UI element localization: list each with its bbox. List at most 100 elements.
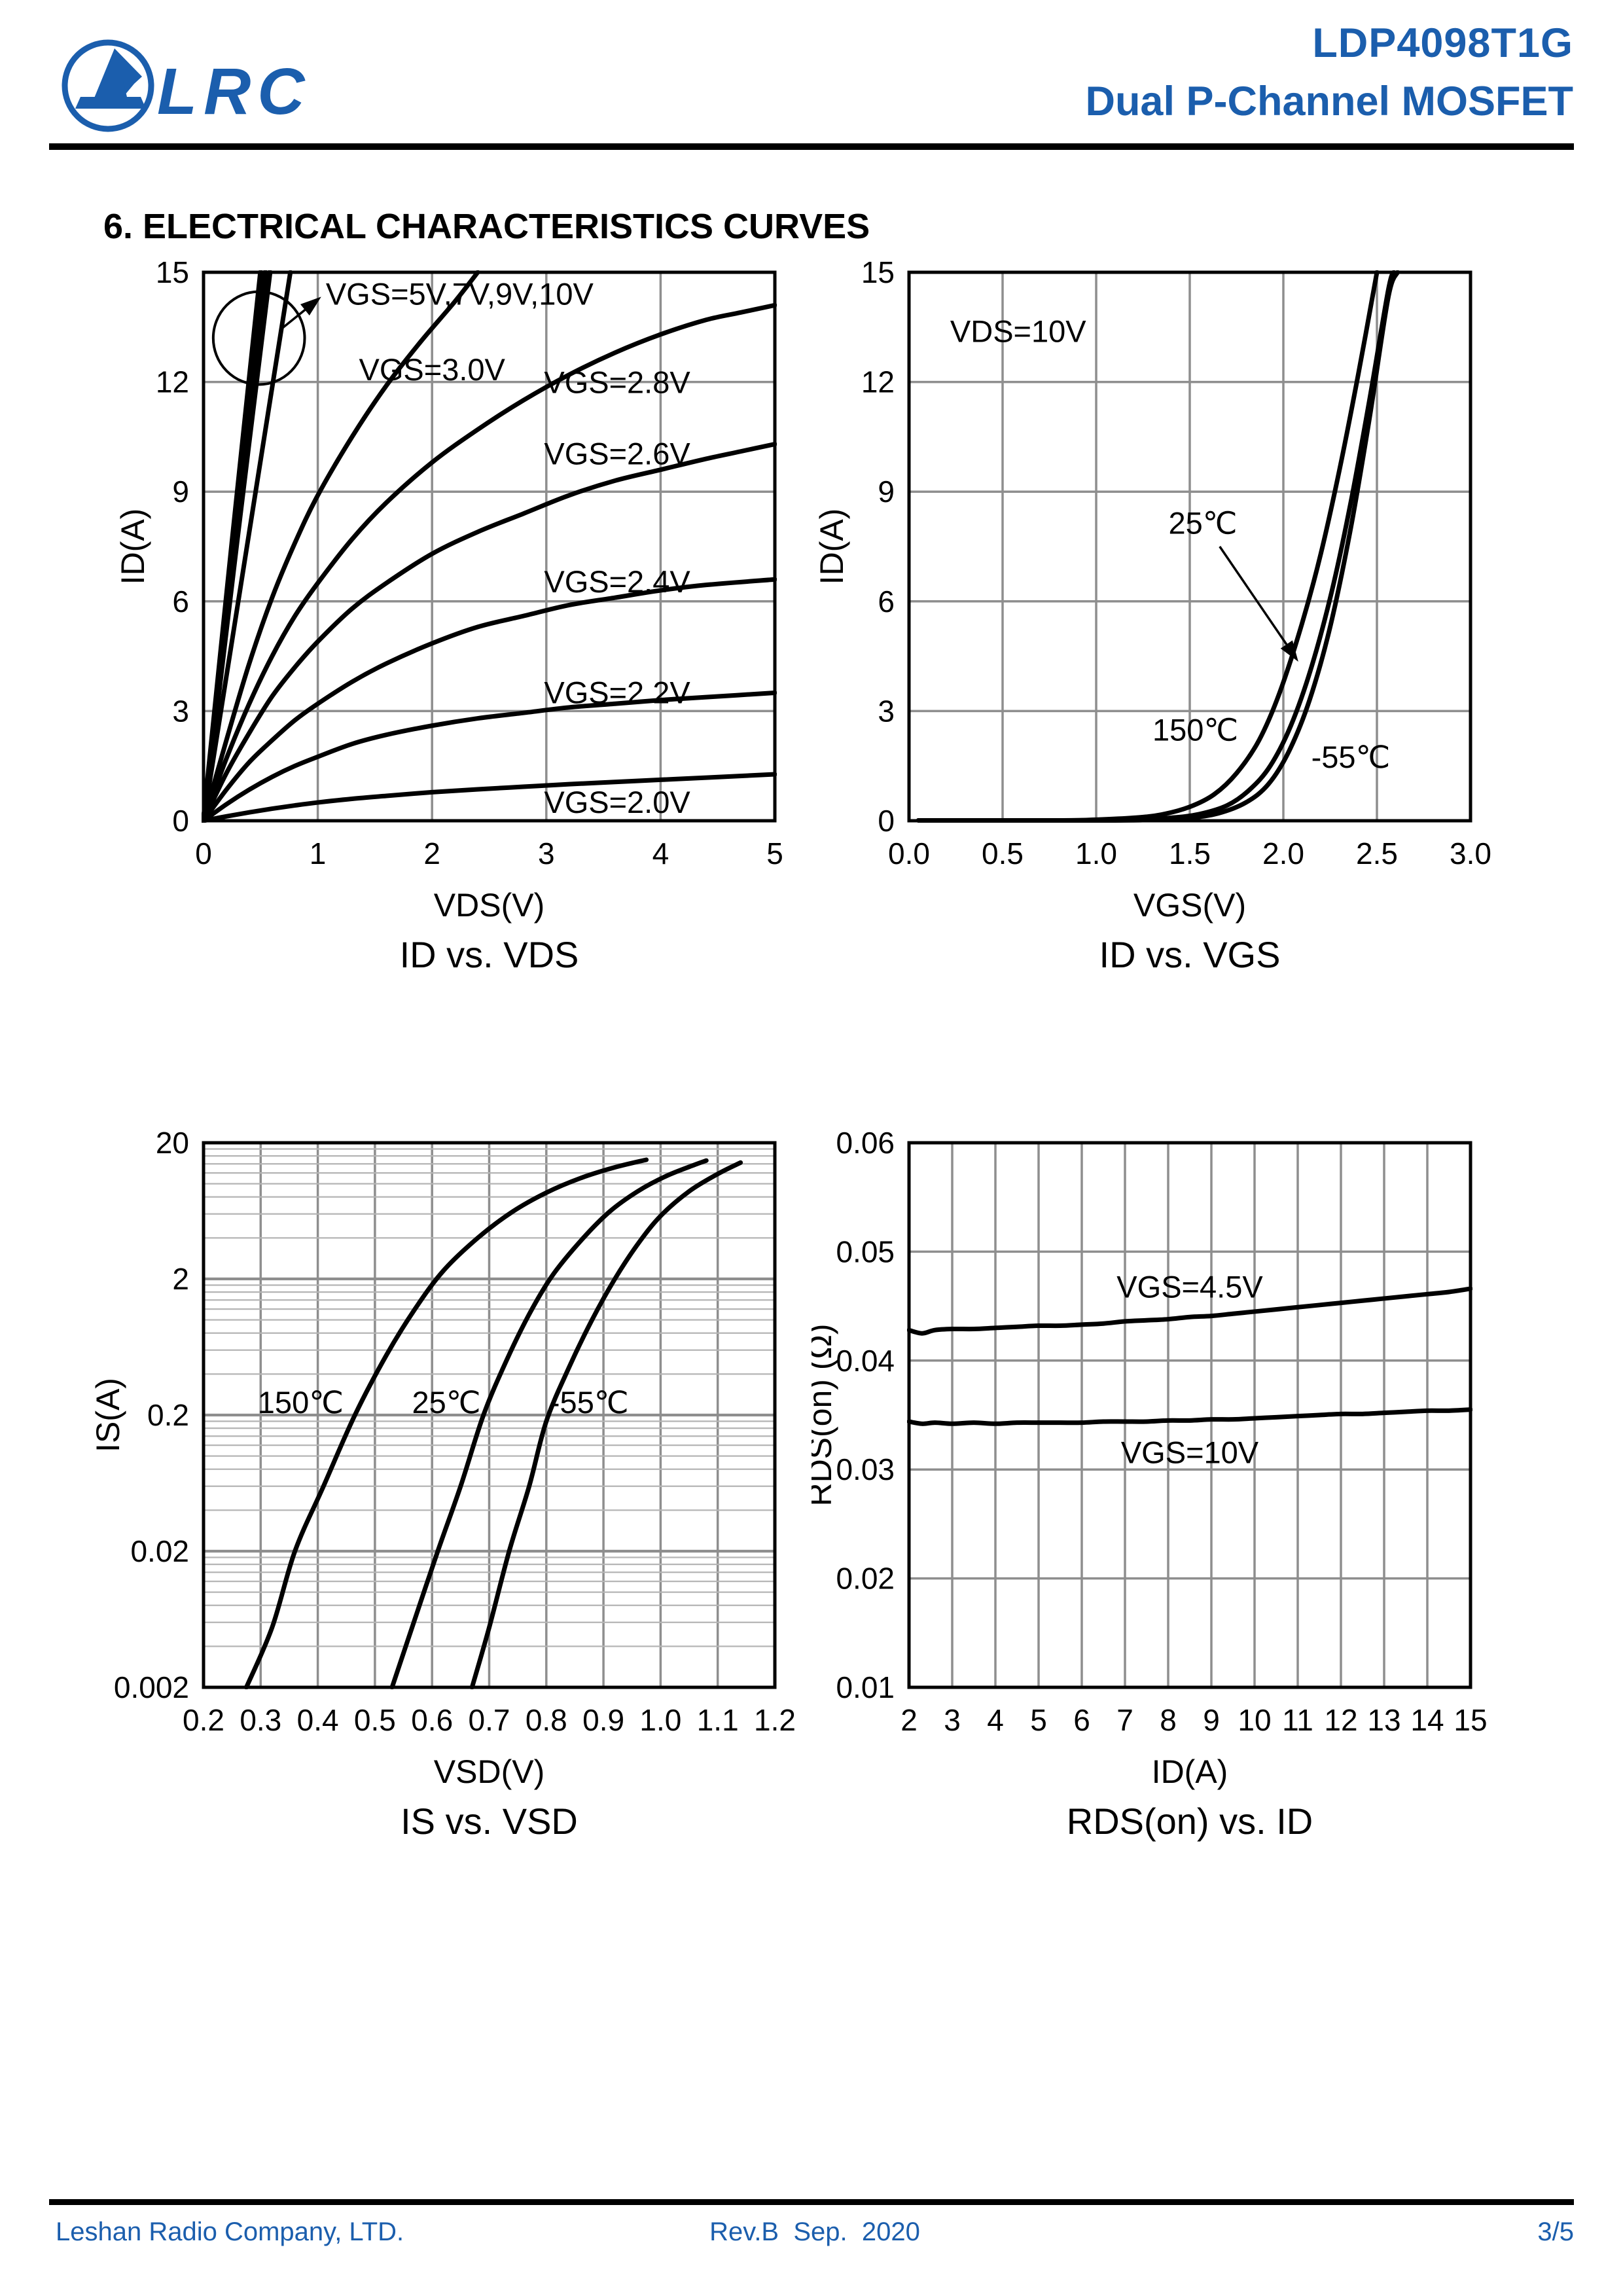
svg-text:0: 0 bbox=[195, 836, 212, 870]
svg-text:0.8: 0.8 bbox=[526, 1703, 567, 1737]
svg-text:6: 6 bbox=[1073, 1703, 1090, 1737]
svg-text:20: 20 bbox=[156, 1126, 189, 1160]
svg-text:3: 3 bbox=[172, 694, 189, 728]
svg-text:VGS=5V,7V,9V,10V: VGS=5V,7V,9V,10V bbox=[326, 276, 594, 311]
svg-text:0.02: 0.02 bbox=[836, 1562, 895, 1596]
svg-text:ID(A): ID(A) bbox=[1152, 1753, 1228, 1790]
svg-text:0: 0 bbox=[878, 804, 895, 838]
svg-text:ID vs. VDS: ID vs. VDS bbox=[400, 934, 579, 975]
svg-text:150℃: 150℃ bbox=[258, 1385, 344, 1420]
chart-rdson-vs-id: VGS=4.5V VGS=10V 2 3 4 5 6 7 8 9 10 11 12 13 14 15 0.01 0… bbox=[812, 1106, 1577, 1885]
svg-text:14: 14 bbox=[1410, 1703, 1444, 1737]
part-description: Dual P-Channel MOSFET bbox=[1085, 79, 1573, 124]
svg-text:4: 4 bbox=[987, 1703, 1004, 1737]
svg-text:IS vs. VSD: IS vs. VSD bbox=[401, 1801, 578, 1842]
svg-text:1.0: 1.0 bbox=[639, 1703, 681, 1737]
svg-text:13: 13 bbox=[1367, 1703, 1400, 1737]
svg-text:0.01: 0.01 bbox=[836, 1670, 895, 1704]
svg-text:VGS=2.4V: VGS=2.4V bbox=[544, 564, 690, 599]
svg-text:VSD(V): VSD(V) bbox=[434, 1753, 544, 1790]
svg-text:VGS=2.2V: VGS=2.2V bbox=[544, 675, 690, 709]
svg-text:0.04: 0.04 bbox=[836, 1344, 895, 1378]
svg-text:1: 1 bbox=[310, 836, 327, 870]
svg-text:3: 3 bbox=[878, 694, 895, 728]
svg-text:VDS(V): VDS(V) bbox=[434, 887, 544, 924]
svg-text:VGS=4.5V: VGS=4.5V bbox=[1116, 1270, 1263, 1304]
svg-text:VGS=10V: VGS=10V bbox=[1121, 1435, 1259, 1470]
svg-text:ID(A): ID(A) bbox=[115, 509, 151, 585]
svg-text:VGS=2.6V: VGS=2.6V bbox=[544, 437, 690, 471]
svg-text:150℃: 150℃ bbox=[1152, 712, 1238, 747]
logo-sail-icon bbox=[94, 48, 142, 99]
svg-text:0.002: 0.002 bbox=[114, 1670, 189, 1704]
footer-page-number: 3/5 bbox=[1537, 2217, 1574, 2246]
section-heading: 6. ELECTRICAL CHARACTERISTICS CURVES bbox=[103, 207, 870, 246]
svg-text:5: 5 bbox=[1030, 1703, 1047, 1737]
svg-text:VGS=2.8V: VGS=2.8V bbox=[544, 365, 690, 400]
svg-text:25℃: 25℃ bbox=[412, 1385, 480, 1420]
svg-text:2: 2 bbox=[901, 1703, 918, 1737]
svg-text:1.1: 1.1 bbox=[697, 1703, 739, 1737]
svg-text:7: 7 bbox=[1116, 1703, 1133, 1737]
svg-text:3: 3 bbox=[944, 1703, 961, 1737]
svg-text:12: 12 bbox=[1324, 1703, 1357, 1737]
svg-text:5: 5 bbox=[766, 836, 783, 870]
svg-text:IS(A): IS(A) bbox=[90, 1378, 126, 1452]
header-rule bbox=[49, 143, 1574, 150]
svg-text:0.6: 0.6 bbox=[411, 1703, 453, 1737]
svg-text:15: 15 bbox=[156, 255, 189, 289]
svg-text:0.03: 0.03 bbox=[836, 1452, 895, 1486]
svg-text:2.0: 2.0 bbox=[1262, 836, 1304, 870]
svg-text:VGS(V): VGS(V) bbox=[1133, 887, 1246, 924]
chart-is-vs-vsd-canvas: 150℃ 25℃ -55℃ 0.2 0.3 0.4 0.5 0.6 0.7 0.8 0.9 1.0 1.… bbox=[90, 1126, 796, 1842]
svg-text:RDS(on) vs. ID: RDS(on) vs. ID bbox=[1067, 1801, 1313, 1842]
svg-text:10: 10 bbox=[1238, 1703, 1271, 1737]
logo-sail-notch-icon bbox=[104, 81, 128, 99]
lrc-logo: LRC bbox=[62, 39, 312, 132]
svg-text:0.5: 0.5 bbox=[354, 1703, 396, 1737]
svg-text:-55℃: -55℃ bbox=[550, 1385, 629, 1420]
svg-text:6: 6 bbox=[172, 584, 189, 619]
chart-id-vs-vgs: VDS=10V 25℃ 150℃ -55℃ 0.0 0.5 1.0 1.5 2.0 2.5 3.0 0… bbox=[812, 236, 1577, 1014]
svg-text:8: 8 bbox=[1160, 1703, 1177, 1737]
svg-text:2: 2 bbox=[423, 836, 440, 870]
svg-text:0.3: 0.3 bbox=[240, 1703, 281, 1737]
footer-company: Leshan Radio Company, LTD. bbox=[56, 2217, 404, 2246]
svg-text:15: 15 bbox=[1454, 1703, 1487, 1737]
svg-text:1.5: 1.5 bbox=[1169, 836, 1211, 870]
svg-text:0.05: 0.05 bbox=[836, 1234, 895, 1268]
header-title-block: LDP4098T1G Dual P-Channel MOSFET bbox=[1085, 20, 1573, 125]
svg-text:0.2: 0.2 bbox=[147, 1398, 189, 1432]
chart-id-vs-vgs-canvas: VDS=10V 25℃ 150℃ -55℃ 0.0 0.5 1.0 1.5 2.0 2.5 3.0 0… bbox=[813, 255, 1491, 975]
svg-text:ID vs. VGS: ID vs. VGS bbox=[1099, 934, 1281, 975]
footer-revision: Rev.B Sep. 2020 bbox=[709, 2217, 920, 2246]
svg-text:VDS=10V: VDS=10V bbox=[950, 314, 1086, 348]
logo-circle-icon bbox=[62, 39, 154, 132]
svg-text:0.2: 0.2 bbox=[183, 1703, 224, 1737]
footer-rule bbox=[49, 2199, 1574, 2205]
logo-text: LRC bbox=[157, 55, 312, 128]
svg-text:1.0: 1.0 bbox=[1075, 836, 1117, 870]
svg-text:RDS(on) (Ω): RDS(on) (Ω) bbox=[812, 1323, 838, 1506]
svg-text:VGS=2.0V: VGS=2.0V bbox=[544, 785, 690, 819]
svg-text:0.02: 0.02 bbox=[130, 1534, 189, 1568]
svg-text:6: 6 bbox=[878, 584, 895, 619]
svg-text:12: 12 bbox=[156, 365, 189, 399]
part-number: LDP4098T1G bbox=[1312, 20, 1573, 66]
chart-is-vs-vsd: 150℃ 25℃ -55℃ 0.2 0.3 0.4 0.5 0.6 0.7 0.8 0.9 1.0 1.… bbox=[79, 1106, 812, 1885]
svg-text:12: 12 bbox=[861, 365, 895, 399]
svg-text:0.4: 0.4 bbox=[297, 1703, 339, 1737]
svg-text:VGS=3.0V: VGS=3.0V bbox=[359, 352, 506, 387]
svg-text:3: 3 bbox=[538, 836, 555, 870]
svg-text:0.7: 0.7 bbox=[469, 1703, 510, 1737]
svg-text:9: 9 bbox=[878, 475, 895, 509]
svg-text:9: 9 bbox=[172, 475, 189, 509]
chart-id-vs-vds: VGS=5V,7V,9V,10V VGS=3.0V VGS=2.8V VGS=2.6V… bbox=[79, 236, 812, 1014]
svg-text:0.0: 0.0 bbox=[888, 836, 930, 870]
svg-text:9: 9 bbox=[1203, 1703, 1220, 1737]
svg-text:4: 4 bbox=[652, 836, 669, 870]
svg-text:-55℃: -55℃ bbox=[1311, 740, 1391, 774]
svg-text:11: 11 bbox=[1282, 1703, 1313, 1737]
chart-rdson-vs-id-canvas: VGS=4.5V VGS=10V 2 3 4 5 6 7 8 9 10 11 12 13 14 15 0.01 0… bbox=[812, 1126, 1488, 1842]
